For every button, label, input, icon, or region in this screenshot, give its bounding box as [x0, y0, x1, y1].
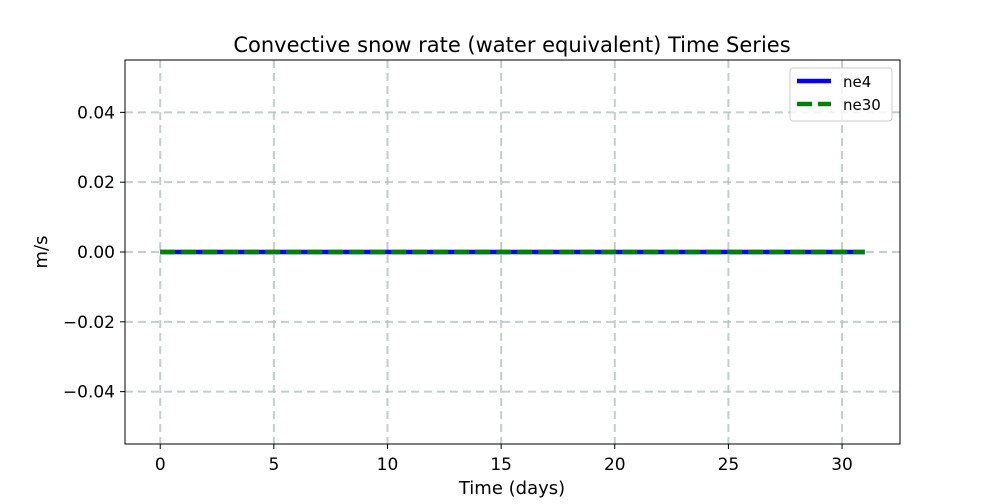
y-tick-label: 0.04 — [77, 103, 115, 123]
x-tick-label: 10 — [377, 455, 399, 475]
axis-ticks: 0 5 10 15 20 25 30 0.04 0.02 0.00 −0.02 −0.04 — [63, 103, 853, 475]
legend-label-ne4: ne4 — [843, 73, 871, 91]
chart-title: Convective snow rate (water equivalent) … — [233, 33, 790, 57]
x-tick-label: 5 — [268, 455, 279, 475]
y-tick-label: 0.00 — [77, 243, 115, 263]
x-tick-label: 20 — [604, 455, 626, 475]
y-tick-label: 0.02 — [77, 173, 115, 193]
x-tick-label: 0 — [155, 455, 166, 475]
legend: ne4 ne30 — [789, 67, 893, 122]
grid — [125, 60, 900, 444]
x-axis-label: Time (days) — [458, 478, 565, 499]
y-tick-label: −0.02 — [63, 313, 115, 333]
y-axis-label: m/s — [31, 236, 52, 269]
legend-label-ne30: ne30 — [843, 96, 881, 114]
x-tick-label: 25 — [718, 455, 740, 475]
x-tick-label: 30 — [831, 455, 853, 475]
y-tick-label: −0.04 — [63, 383, 115, 403]
x-tick-label: 15 — [490, 455, 512, 475]
